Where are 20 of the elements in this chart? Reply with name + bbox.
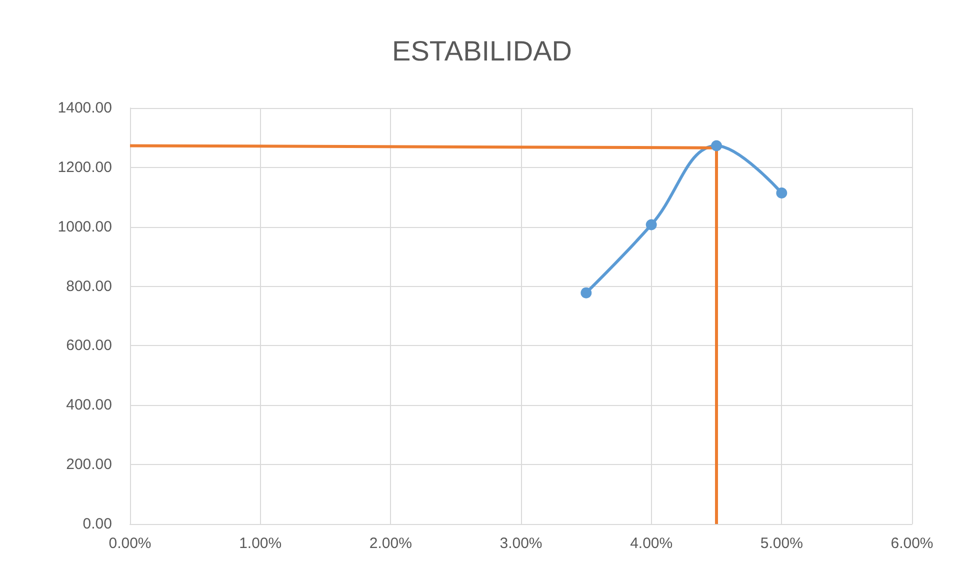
x-tick-label: 0.00% <box>108 535 152 552</box>
point <box>646 219 657 230</box>
x-tick-label: 6.00% <box>890 535 934 552</box>
x-tick-label: 4.00% <box>630 535 673 552</box>
point <box>776 187 788 198</box>
y-tick-label: 1000.00 <box>58 218 112 236</box>
y-tick-label: 800.00 <box>66 278 112 295</box>
x-tick-label: 3.00% <box>500 535 542 552</box>
chart-title: ESTABILIDAD <box>392 36 572 66</box>
y-tick-label: 400.00 <box>66 396 112 414</box>
point <box>580 287 592 298</box>
y-tick-label: 0.00 <box>82 516 112 532</box>
y-tick-label: 1400.00 <box>58 100 112 116</box>
point <box>711 140 722 152</box>
x-tick-label: 2.00% <box>369 535 412 552</box>
y-tick-label: 200.00 <box>66 456 112 474</box>
y-tick-label: 600.00 <box>66 337 112 354</box>
y-tick-label: 1200.00 <box>58 158 112 176</box>
x-tick-label: 5.00% <box>760 535 803 552</box>
x-tick-label: 1.00% <box>239 535 282 552</box>
